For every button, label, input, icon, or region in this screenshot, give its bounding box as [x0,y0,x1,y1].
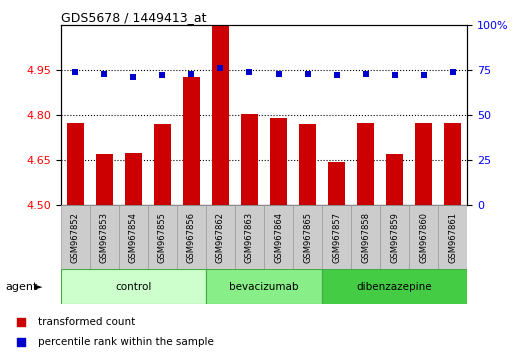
Bar [299,124,316,205]
Point [303,71,312,76]
Bar [241,114,258,205]
Bar [119,205,148,269]
Bar [328,162,345,205]
Point [449,69,457,75]
Bar [148,205,177,269]
Text: GSM967859: GSM967859 [390,212,399,263]
Point [100,71,109,76]
Text: GSM967853: GSM967853 [100,212,109,263]
Text: agent: agent [5,282,37,292]
Bar [293,205,322,269]
Bar [125,153,142,205]
Bar [212,25,229,205]
Bar [206,269,322,304]
Bar [351,205,380,269]
Point [158,73,167,78]
Bar [183,78,200,205]
Text: ►: ► [34,282,43,292]
Text: GSM967852: GSM967852 [71,212,80,263]
Point [216,65,225,71]
Bar [235,205,264,269]
Text: GDS5678 / 1449413_at: GDS5678 / 1449413_at [61,11,206,24]
Point [361,71,370,76]
Text: GSM967857: GSM967857 [332,212,341,263]
Point [187,71,196,76]
Text: GSM967865: GSM967865 [303,212,312,263]
Point [352,278,361,284]
Point [71,69,80,75]
Text: GSM967855: GSM967855 [158,212,167,263]
Text: GSM967863: GSM967863 [245,212,254,263]
Bar [264,205,293,269]
Text: transformed count: transformed count [39,317,136,327]
Bar [61,205,90,269]
Bar [67,122,84,205]
Point [129,74,138,80]
Point [352,101,361,107]
Bar [444,122,461,205]
Bar [357,122,374,205]
Text: GSM967864: GSM967864 [274,212,283,263]
Bar [154,124,171,205]
Text: GSM967862: GSM967862 [216,212,225,263]
Text: GSM967860: GSM967860 [419,212,428,263]
Text: control: control [115,282,152,292]
Bar [380,205,409,269]
Bar [322,269,467,304]
Bar [206,205,235,269]
Point [245,69,254,75]
Bar [322,205,351,269]
Point [391,73,399,78]
Bar [409,205,438,269]
Bar [90,205,119,269]
Text: bevacizumab: bevacizumab [229,282,299,292]
Text: percentile rank within the sample: percentile rank within the sample [39,337,214,347]
Bar [386,154,403,205]
Bar [438,205,467,269]
Bar [415,122,432,205]
Text: dibenzazepine: dibenzazepine [357,282,432,292]
Point [420,73,428,78]
Bar [61,269,206,304]
Bar [177,205,206,269]
Bar [96,154,113,205]
Point [333,73,341,78]
Bar [270,118,287,205]
Point [275,71,283,76]
Text: GSM967861: GSM967861 [448,212,457,263]
Text: GSM967856: GSM967856 [187,212,196,263]
Text: GSM967854: GSM967854 [129,212,138,263]
Text: GSM967858: GSM967858 [361,212,370,263]
